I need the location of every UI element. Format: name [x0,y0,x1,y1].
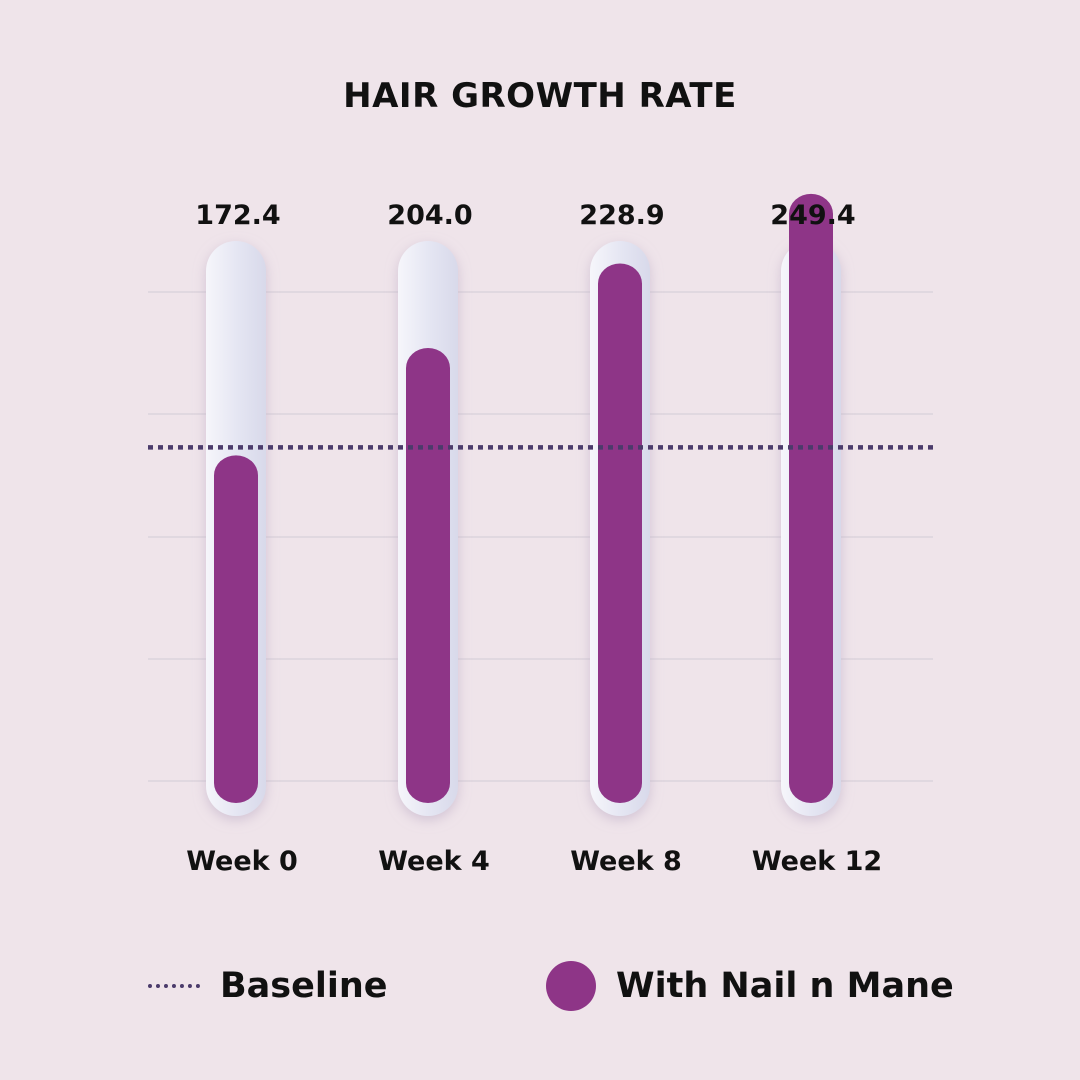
value-label-week-12: 249.4 [770,200,855,231]
legend-label-baseline: Baseline [220,966,388,1006]
category-label-week-8: Week 8 [570,846,682,877]
purple-dot-icon [546,961,596,1011]
bar-tracks [206,241,841,816]
bars [214,193,833,803]
chart-title: HAIR GROWTH RATE [343,76,737,116]
baseline-dash-icon [148,984,200,988]
value-label-week-4: 204.0 [387,200,472,231]
category-labels: Week 0 Week 4 Week 8 Week 12 [186,846,882,877]
legend-item-with-nail-n-mane: With Nail n Mane [546,958,954,1014]
bar-week-4 [406,348,450,803]
bar-week-12 [789,193,833,803]
category-label-week-0: Week 0 [186,846,298,877]
value-labels: 172.4 204.0 228.9 249.4 [195,200,855,231]
legend-label-with-nail-n-mane: With Nail n Mane [616,966,954,1006]
category-label-week-4: Week 4 [378,846,490,877]
value-label-week-8: 228.9 [579,200,664,231]
bar-week-0 [214,455,258,803]
category-label-week-12: Week 12 [752,846,882,877]
legend-item-baseline: Baseline [148,958,388,1014]
value-label-week-0: 172.4 [195,200,280,231]
bar-week-8 [598,263,642,803]
